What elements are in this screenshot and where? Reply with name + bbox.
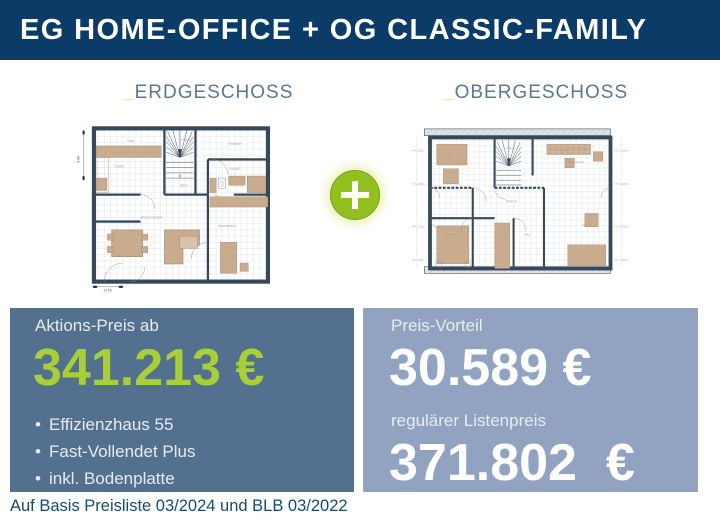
svg-text:Kind 1: Kind 1 bbox=[444, 153, 453, 157]
svg-text:Wohnen/Essen: Wohnen/Essen bbox=[141, 215, 163, 219]
svg-text:Arbeitsraum: Arbeitsraum bbox=[218, 224, 236, 228]
svg-text:H = 1.60 m: H = 1.60 m bbox=[412, 149, 426, 153]
svg-text:Diele: Diele bbox=[180, 183, 188, 187]
svg-text:Treppe: Treppe bbox=[506, 146, 516, 150]
svg-text:H = 1.60 m: H = 1.60 m bbox=[412, 258, 426, 262]
svg-text:Flur: Flur bbox=[525, 232, 530, 236]
svg-text:H = 1.60 m: H = 1.60 m bbox=[615, 149, 629, 153]
svg-text:Treppe: Treppe bbox=[180, 138, 190, 142]
svg-text:H = 2.00 m: H = 2.00 m bbox=[615, 182, 629, 186]
svg-text:H = 2.00 m: H = 2.00 m bbox=[412, 225, 426, 229]
svg-text:Wohnflur: Wohnflur bbox=[558, 149, 570, 153]
svg-text:Schlafen: Schlafen bbox=[444, 232, 456, 236]
svg-text:Ankleide: Ankleide bbox=[498, 232, 510, 236]
svg-text:Kind 2: Kind 2 bbox=[582, 223, 591, 227]
svg-text:Gast: Gast bbox=[127, 139, 134, 143]
svg-text:H = 2.00 m: H = 2.00 m bbox=[615, 225, 629, 229]
svg-text:H = 1.60 m: H = 1.60 m bbox=[615, 258, 629, 262]
svg-text:Bad/Dusche: Bad/Dusche bbox=[568, 160, 585, 164]
svg-text:Terrasse: Terrasse bbox=[229, 142, 242, 146]
svg-text:10.65: 10.65 bbox=[103, 288, 111, 292]
svg-text:Eingang: Eingang bbox=[506, 199, 517, 203]
svg-text:H = 2.00 m: H = 2.00 m bbox=[412, 182, 426, 186]
svg-text:8.88: 8.88 bbox=[76, 156, 80, 163]
svg-text:Du/WC: Du/WC bbox=[230, 167, 241, 171]
svg-text:Küche: Küche bbox=[115, 165, 125, 169]
